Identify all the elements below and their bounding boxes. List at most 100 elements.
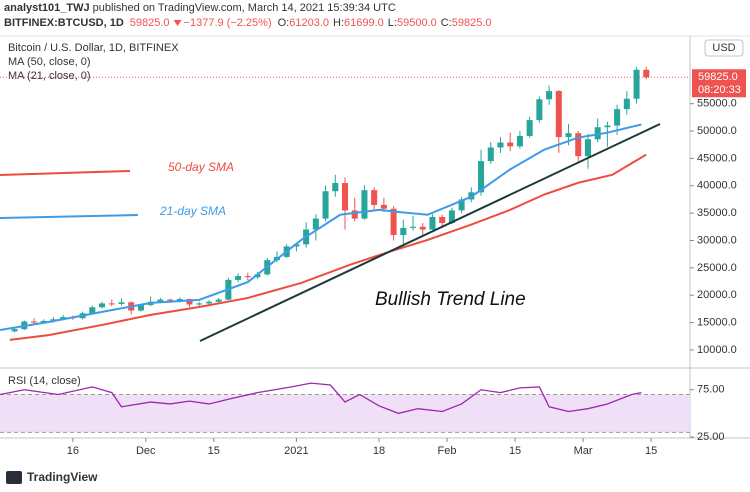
moving-average [0, 123, 642, 331]
x-tick-label: Mar [574, 445, 593, 457]
candle-body [31, 321, 38, 323]
candle-body [176, 299, 183, 301]
ohlc-key: H: [333, 17, 344, 29]
candle-body [361, 190, 368, 219]
candle-body [11, 329, 18, 332]
logo-icon [6, 471, 22, 484]
candle-body [410, 226, 417, 228]
x-tick-label: 18 [373, 445, 385, 457]
candle-body [157, 299, 164, 302]
ohlc-key: L: [388, 17, 397, 29]
candle-body [341, 183, 349, 211]
candle-body [215, 299, 222, 302]
x-tick-label: 2021 [284, 445, 308, 457]
candle-body [89, 307, 96, 314]
candle-body [594, 127, 601, 140]
candle-body [497, 142, 504, 148]
candle-body [448, 210, 455, 223]
candle-body [167, 299, 174, 301]
y-tick-label: 45000.0 [697, 152, 737, 164]
pane-title: Bitcoin / U.S. Dollar, 1D, BITFINEX [8, 42, 179, 54]
symbol-line: BITFINEX:BTCUSD, 1D 59825.0 −1377.9 (−2.25… [4, 17, 492, 29]
currency[interactable]: USD [712, 42, 735, 54]
candle-body [351, 210, 358, 219]
ohlc-value: 59500.0 [397, 17, 437, 29]
candle-body [244, 276, 251, 278]
legend-entry: MA (21, close, 0) [8, 70, 91, 82]
x-tick-label: 15 [509, 445, 521, 457]
candle-body [40, 320, 47, 323]
candle-body [390, 208, 397, 236]
candle-body [487, 147, 494, 162]
annotation: Bullish Trend Line [375, 289, 526, 310]
candle-body [235, 276, 242, 280]
price-tag-label: 59825.0 [698, 71, 738, 83]
candle-body [254, 274, 261, 278]
price-tag [692, 69, 746, 98]
candle-body [312, 218, 319, 230]
candle-body [643, 69, 650, 78]
y-tick-label: 35000.0 [697, 207, 737, 219]
x-tick-label: Feb [438, 445, 457, 457]
y-tick-label: 10000.0 [697, 344, 737, 356]
candle-body [565, 133, 572, 138]
candle-body [584, 139, 591, 157]
candle-body [439, 216, 446, 223]
annotation: 21-day SMA [159, 204, 226, 218]
candle-body [478, 161, 485, 193]
candle-body [614, 109, 621, 126]
y-tick-label: 20000.0 [697, 289, 737, 301]
candle-body [623, 98, 630, 110]
candle-body [293, 244, 300, 247]
candle-body [371, 190, 378, 205]
symbol: BITFINEX:BTCUSD, 1D [4, 17, 124, 29]
candle-body [526, 120, 533, 136]
pane-title: RSI (14, close) [8, 375, 81, 387]
candle-body [633, 69, 640, 99]
candle-body [118, 302, 125, 304]
candle-body [99, 303, 106, 308]
candle-body [322, 191, 329, 219]
candle-body [332, 183, 339, 192]
drawings: 50-day SMA 21-day SMA Bullish Trend Line [0, 123, 661, 342]
candle-body [429, 216, 436, 230]
candle-body [458, 199, 465, 211]
candle-body [380, 204, 387, 209]
candle-body [507, 142, 514, 147]
candle-body [186, 299, 193, 305]
drawn-line [0, 170, 131, 176]
annotation: 50-day SMA [168, 160, 234, 174]
ohlc-value: 61203.0 [289, 17, 329, 29]
candle-body [137, 305, 144, 311]
candle-body [516, 135, 523, 147]
author: analyst101_TWJ [4, 2, 90, 14]
y-tick-label: 40000.0 [697, 180, 737, 192]
candle-body [108, 303, 115, 305]
currency-button[interactable] [704, 39, 744, 57]
rsi-band [0, 394, 690, 433]
logo: TradingView [6, 470, 98, 484]
candle-body [205, 301, 212, 304]
drawn-line [0, 214, 139, 219]
candle-body [60, 317, 67, 320]
last-price: 59825.0 [130, 17, 170, 29]
trend-line [199, 123, 661, 342]
y-tick-label: 25000.0 [697, 262, 737, 274]
brand: TradingView [27, 470, 98, 484]
x-tick-label: Dec [136, 445, 156, 457]
ohlc-value: 61699.0 [344, 17, 384, 29]
candle-body [400, 227, 407, 236]
published: published on TradingView.com, March 14, … [90, 2, 396, 14]
ohlc-value: 59825.0 [452, 17, 492, 29]
moving-average [9, 153, 647, 341]
candle-body [555, 91, 562, 138]
candle-body [546, 91, 553, 100]
ohlc-key: C: [441, 17, 452, 29]
candle-body [536, 99, 543, 121]
change: −1377.9 (−2.25%) [184, 17, 272, 29]
x-tick-label: 16 [67, 445, 79, 457]
x-tick-label: 15 [208, 445, 220, 457]
rsi-line [0, 382, 642, 415]
